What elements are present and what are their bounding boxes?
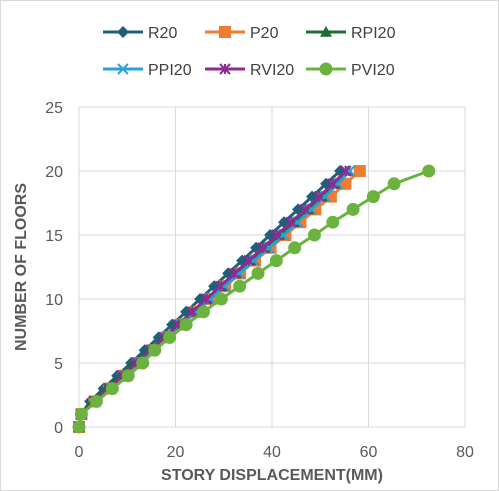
data-point-star (340, 165, 352, 177)
data-point-circle (422, 164, 436, 178)
legend-label: PVI20 (351, 62, 395, 79)
legend-label: RVI20 (250, 62, 294, 79)
data-point-circle (148, 343, 162, 357)
data-point-circle (74, 407, 88, 421)
y-tick-label: 0 (54, 420, 63, 437)
y-tick-label: 5 (54, 356, 63, 373)
data-point-circle (326, 215, 340, 229)
data-point-star (285, 216, 298, 228)
x-tick-label: 20 (167, 444, 185, 461)
data-point-star (271, 229, 283, 241)
data-point-circle (366, 190, 380, 204)
legend-label: RPI20 (351, 25, 396, 42)
legend-label: PPI20 (148, 62, 192, 79)
x-tick-label: 0 (75, 444, 84, 461)
data-point-circle (387, 177, 401, 191)
data-point-diamond (117, 26, 129, 38)
data-point-circle (307, 228, 321, 242)
data-point-circle (136, 356, 150, 370)
data-point-star (214, 280, 227, 292)
data-point-x (117, 63, 129, 75)
data-point-star (313, 190, 325, 203)
data-point-circle (251, 266, 265, 280)
x-tick-labels: 0 20 40 60 80 (75, 444, 474, 461)
y-axis-title: NUMBER OF FLOORS (13, 183, 30, 351)
y-tick-labels: 0 5 10 15 20 25 (45, 100, 63, 437)
data-point-circle (121, 369, 135, 383)
legend-item-PPI20: PPI20 (103, 62, 192, 79)
data-point-star (186, 306, 199, 318)
data-point-circle (269, 254, 283, 268)
y-tick-label: 20 (45, 164, 63, 181)
data-point-circle (196, 305, 210, 319)
x-tick-label: 60 (360, 444, 378, 461)
data-point-star (228, 267, 241, 280)
data-point-circle (163, 330, 177, 344)
data-point-x (219, 280, 231, 292)
y-tick-label: 25 (45, 100, 63, 117)
legend-item-R20: R20 (103, 25, 177, 42)
data-point-triangle (320, 26, 332, 37)
data-point-star (257, 242, 269, 254)
data-point-circle (346, 202, 360, 216)
x-tick-label: 40 (263, 444, 281, 461)
data-point-circle (288, 241, 302, 255)
legend-item-P20: P20 (205, 25, 279, 42)
data-point-circle (319, 62, 333, 76)
legend-label: R20 (148, 25, 177, 42)
gridlines (78, 106, 466, 428)
data-point-circle (214, 292, 228, 306)
data-point-circle (89, 394, 103, 408)
data-point-star (299, 203, 311, 216)
data-point-star (200, 293, 213, 305)
data-point-square (219, 26, 231, 38)
y-tick-label: 15 (45, 228, 63, 245)
data-point-circle (105, 382, 119, 396)
legend-item-RVI20: RVI20 (205, 62, 294, 79)
y-tick-label: 10 (45, 292, 63, 309)
data-point-star (327, 178, 339, 190)
data-point-circle (179, 318, 193, 332)
x-tick-label: 80 (456, 444, 474, 461)
series-layer (72, 164, 436, 434)
series-PVI20 (72, 164, 436, 434)
data-point-circle (233, 279, 247, 293)
data-point-star (219, 63, 231, 75)
data-point-star (243, 254, 255, 267)
data-point-circle (72, 420, 86, 434)
legend-label: P20 (250, 25, 279, 42)
data-point-square (353, 165, 366, 177)
x-axis-title: STORY DISPLACEMENT(MM) (161, 467, 383, 484)
legend-item-PVI20: PVI20 (306, 62, 395, 79)
legend-item-RPI20: RPI20 (306, 25, 396, 42)
legend: R20 P20 RPI20 PPI20 RVI20 PVI20 (103, 25, 396, 79)
